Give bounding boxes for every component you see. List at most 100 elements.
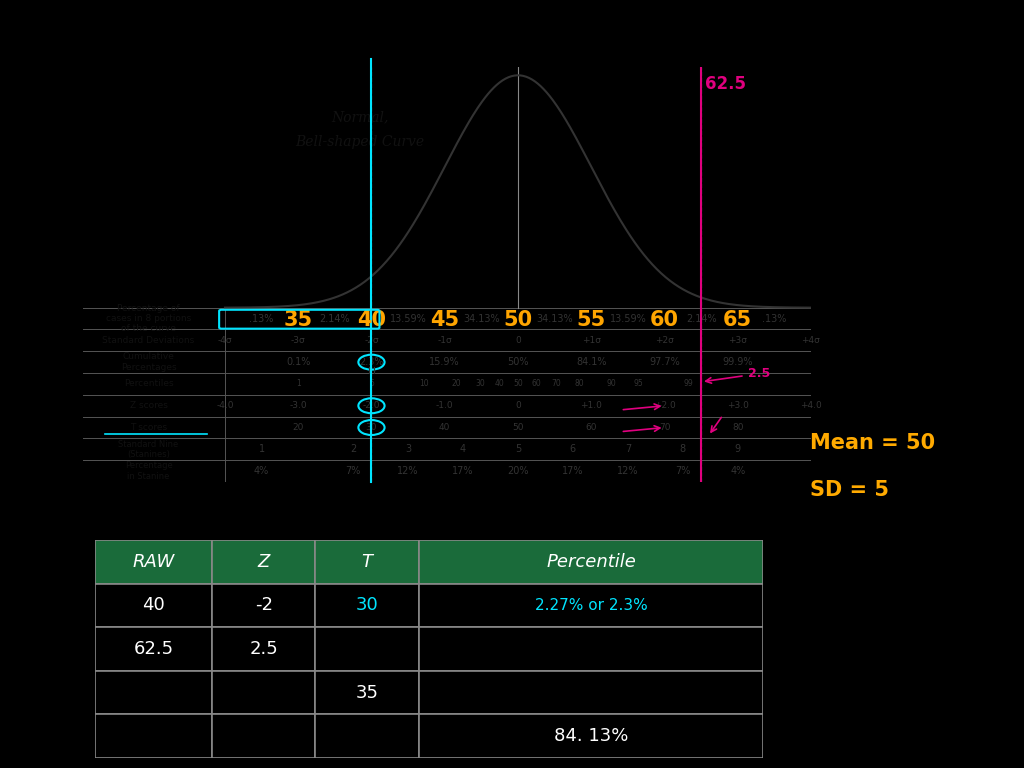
- Text: 35: 35: [284, 310, 312, 329]
- Text: 80: 80: [574, 379, 585, 389]
- Text: 1: 1: [296, 379, 301, 389]
- Text: 99.9%: 99.9%: [723, 357, 753, 367]
- Bar: [419, 714, 763, 758]
- Text: SD = 5: SD = 5: [810, 479, 889, 500]
- Bar: [419, 670, 763, 714]
- Text: 95: 95: [634, 379, 644, 389]
- Text: 6: 6: [570, 445, 575, 455]
- Text: 90: 90: [607, 379, 616, 389]
- Text: 70: 70: [551, 379, 561, 389]
- Text: 4: 4: [460, 445, 466, 455]
- Text: 65: 65: [723, 310, 753, 329]
- Text: 0: 0: [515, 336, 521, 345]
- Text: 62.5: 62.5: [133, 640, 173, 658]
- Text: 50: 50: [512, 423, 523, 432]
- Text: -2: -2: [255, 597, 272, 614]
- Text: 1: 1: [258, 445, 264, 455]
- Text: 30: 30: [355, 597, 379, 614]
- Text: Standard Nine
(Stanines): Standard Nine (Stanines): [119, 439, 178, 459]
- Text: 12%: 12%: [397, 466, 419, 476]
- Text: Z scores: Z scores: [130, 401, 168, 410]
- Text: 97.7%: 97.7%: [649, 357, 680, 367]
- Bar: [419, 627, 763, 670]
- Text: Cumulative
Percentages: Cumulative Percentages: [121, 353, 176, 372]
- Text: +2σ: +2σ: [655, 336, 674, 345]
- Text: 55: 55: [577, 310, 606, 329]
- Text: Percentiles: Percentiles: [124, 379, 173, 389]
- Text: 30: 30: [475, 379, 484, 389]
- Text: -3.0: -3.0: [290, 401, 307, 410]
- Text: T scores: T scores: [130, 423, 167, 432]
- Text: -4σ: -4σ: [218, 336, 232, 345]
- Bar: [212, 584, 315, 627]
- Text: 4%: 4%: [730, 466, 745, 476]
- Text: 34.13%: 34.13%: [537, 313, 572, 323]
- Bar: [95, 627, 212, 670]
- Text: Bell-shaped Curve: Bell-shaped Curve: [295, 134, 424, 149]
- Text: 7: 7: [625, 445, 631, 455]
- Bar: [315, 714, 419, 758]
- Text: 40: 40: [439, 423, 451, 432]
- Bar: [95, 714, 212, 758]
- Text: -1.0: -1.0: [436, 401, 454, 410]
- Text: Standard Deviations: Standard Deviations: [102, 336, 195, 345]
- Text: 50: 50: [504, 310, 532, 329]
- Bar: [315, 584, 419, 627]
- Text: Percentile: Percentile: [546, 553, 636, 571]
- Text: 0: 0: [515, 401, 521, 410]
- Text: .13%: .13%: [250, 313, 273, 323]
- Text: 50: 50: [513, 379, 523, 389]
- Text: Z: Z: [257, 553, 270, 571]
- Text: -3σ: -3σ: [291, 336, 305, 345]
- Text: 45: 45: [430, 310, 460, 329]
- Text: 9: 9: [734, 445, 740, 455]
- Text: 60: 60: [586, 423, 597, 432]
- Text: 5: 5: [515, 445, 521, 455]
- Text: 17%: 17%: [562, 466, 584, 476]
- Bar: [95, 584, 212, 627]
- Text: 2.27% or 2.3%: 2.27% or 2.3%: [535, 598, 647, 613]
- Text: .13%: .13%: [762, 313, 786, 323]
- Bar: [419, 584, 763, 627]
- Text: 3: 3: [406, 445, 412, 455]
- Text: 30: 30: [366, 423, 377, 432]
- Text: Percentage
in Stanine: Percentage in Stanine: [125, 462, 172, 481]
- Text: -1σ: -1σ: [437, 336, 453, 345]
- Bar: [315, 627, 419, 670]
- Text: 99: 99: [684, 379, 693, 389]
- Text: 60: 60: [650, 310, 679, 329]
- Text: Normal,: Normal,: [331, 110, 388, 124]
- Text: 70: 70: [658, 423, 671, 432]
- Bar: [315, 540, 419, 584]
- Text: 40: 40: [357, 310, 386, 329]
- Text: +1.0: +1.0: [581, 401, 602, 410]
- Bar: [95, 540, 212, 584]
- Text: 62.5: 62.5: [705, 74, 745, 93]
- Text: 5: 5: [369, 379, 374, 389]
- Text: 15.9%: 15.9%: [429, 357, 460, 367]
- Text: T: T: [361, 553, 373, 571]
- Text: 34.13%: 34.13%: [463, 313, 500, 323]
- Text: 2.14%: 2.14%: [319, 313, 350, 323]
- Bar: [212, 714, 315, 758]
- Text: -2σ: -2σ: [365, 336, 379, 345]
- Text: 2.14%: 2.14%: [686, 313, 717, 323]
- Bar: [419, 540, 763, 584]
- Text: +3σ: +3σ: [728, 336, 748, 345]
- Text: +2.0: +2.0: [653, 401, 676, 410]
- Text: 13.59%: 13.59%: [609, 313, 646, 323]
- Text: 20: 20: [293, 423, 304, 432]
- Text: 2: 2: [350, 445, 356, 455]
- Text: 7%: 7%: [675, 466, 690, 476]
- Bar: [212, 540, 315, 584]
- Text: +3.0: +3.0: [727, 401, 749, 410]
- Text: 84.1%: 84.1%: [575, 357, 606, 367]
- Bar: [212, 627, 315, 670]
- Text: -4.0: -4.0: [216, 401, 233, 410]
- Text: -2.0: -2.0: [362, 401, 380, 410]
- Text: 2.5: 2.5: [749, 367, 771, 380]
- Text: 50%: 50%: [507, 357, 528, 367]
- Text: RAW: RAW: [132, 553, 174, 571]
- Text: 40: 40: [495, 379, 505, 389]
- Text: 4%: 4%: [254, 466, 269, 476]
